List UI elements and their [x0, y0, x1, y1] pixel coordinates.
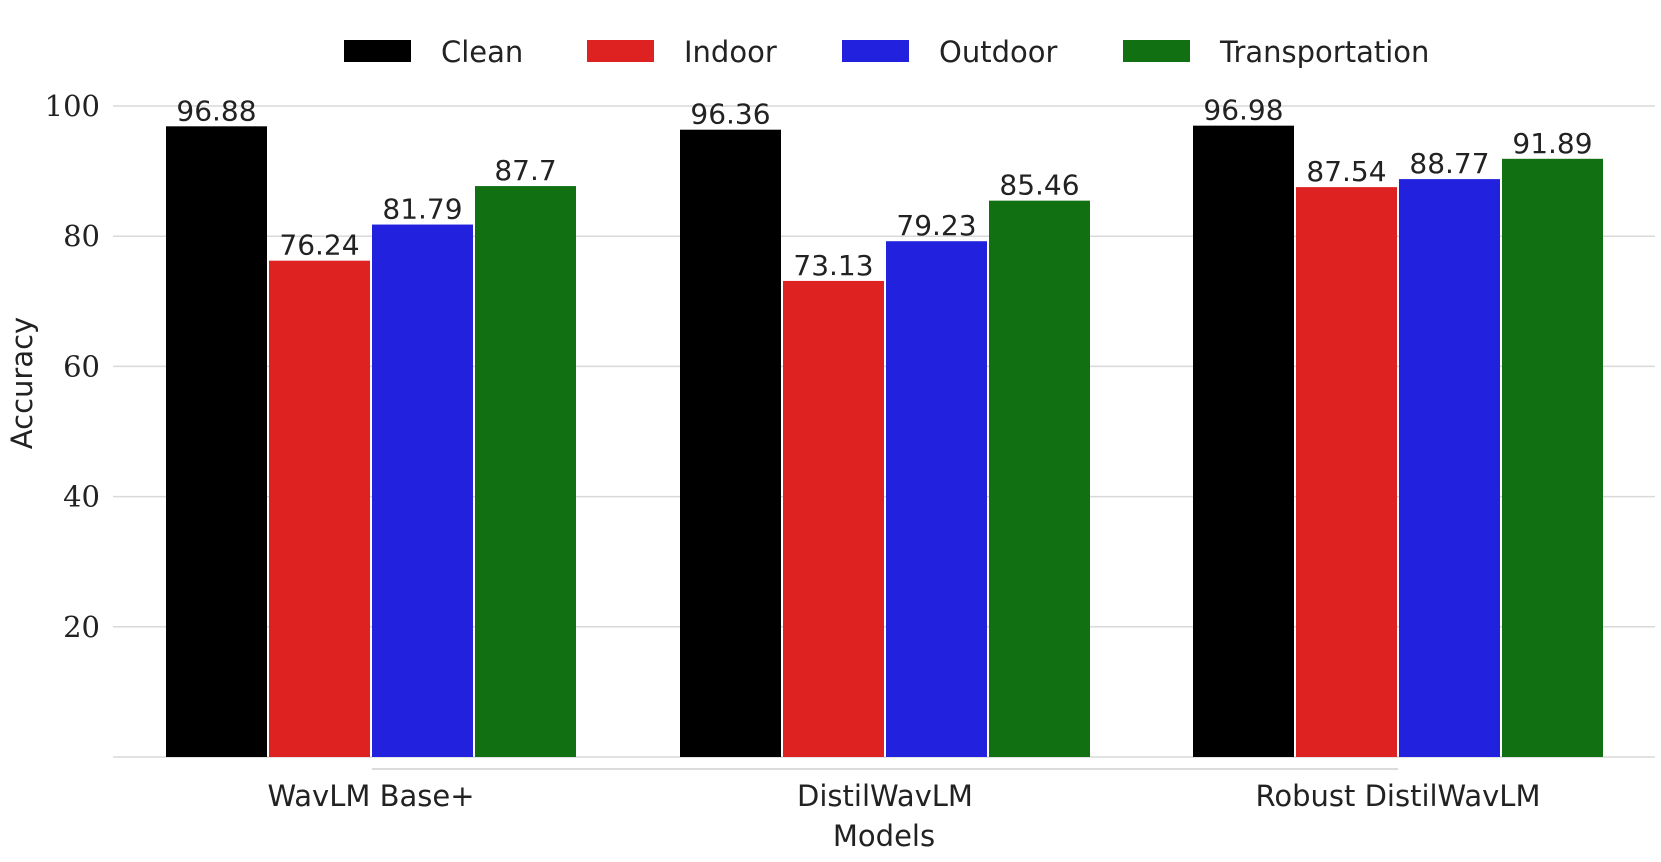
bar-indoor-0 — [269, 260, 370, 757]
bar-clean-2 — [1193, 125, 1294, 757]
y-tick-label: 100 — [45, 89, 100, 123]
legend-item-indoor: Indoor — [587, 35, 777, 69]
legend-item-clean: Clean — [344, 35, 523, 69]
legend: Clean Indoor Outdoor Transportation — [344, 35, 1429, 69]
bar-transportation-2 — [1502, 158, 1603, 758]
y-axis-title: Accuracy — [5, 317, 39, 449]
data-label: 81.79 — [382, 193, 462, 226]
bar-clean-0 — [166, 126, 267, 757]
data-label: 88.77 — [1409, 147, 1489, 180]
data-label: 85.46 — [999, 169, 1079, 202]
legend-swatch — [842, 40, 909, 62]
legend-label: Transportation — [1219, 35, 1429, 69]
bar-outdoor-2 — [1399, 179, 1500, 757]
legend-swatch — [587, 40, 654, 62]
bar-transportation-1 — [989, 200, 1090, 757]
bar-outdoor-1 — [886, 241, 987, 757]
data-label: 87.54 — [1306, 155, 1386, 188]
data-label: 76.24 — [279, 229, 359, 262]
bars — [166, 125, 1603, 758]
bar-indoor-2 — [1296, 187, 1397, 757]
data-label: 79.23 — [896, 209, 976, 242]
data-label: 87.7 — [494, 154, 556, 187]
y-tick-label: 20 — [63, 610, 100, 644]
data-label: 96.88 — [176, 94, 256, 127]
data-labels: 96.88 76.24 81.79 87.7 96.36 73.13 79.23 85.46 9… — [176, 94, 1592, 282]
legend-item-transportation: Transportation — [1123, 35, 1429, 69]
legend-item-outdoor: Outdoor — [842, 35, 1057, 69]
legend-label: Outdoor — [939, 35, 1057, 69]
data-label: 91.89 — [1512, 127, 1592, 160]
y-tick-label: 60 — [63, 349, 100, 383]
y-tick-label: 40 — [63, 480, 100, 514]
x-axis-categories: WavLM Base+ DistilWavLM Robust DistilWavLM — [267, 779, 1540, 813]
data-label: 96.98 — [1203, 94, 1283, 127]
y-tick-label: 80 — [63, 219, 100, 253]
data-label: 73.13 — [793, 249, 873, 282]
legend-swatch — [344, 40, 411, 62]
legend-label: Clean — [441, 35, 523, 69]
bar-indoor-1 — [783, 280, 884, 757]
legend-swatch — [1123, 40, 1190, 62]
x-category-label: DistilWavLM — [797, 779, 973, 813]
y-axis-ticks: 20 40 60 80 100 — [45, 89, 100, 644]
legend-label: Indoor — [684, 35, 777, 69]
x-category-label: Robust DistilWavLM — [1256, 779, 1541, 813]
x-category-label: WavLM Base+ — [267, 779, 474, 813]
bar-transportation-0 — [475, 186, 576, 757]
bar-clean-1 — [680, 129, 781, 757]
bar-outdoor-0 — [372, 224, 473, 757]
x-axis-title: Models — [833, 819, 935, 853]
data-label: 96.36 — [690, 98, 770, 131]
